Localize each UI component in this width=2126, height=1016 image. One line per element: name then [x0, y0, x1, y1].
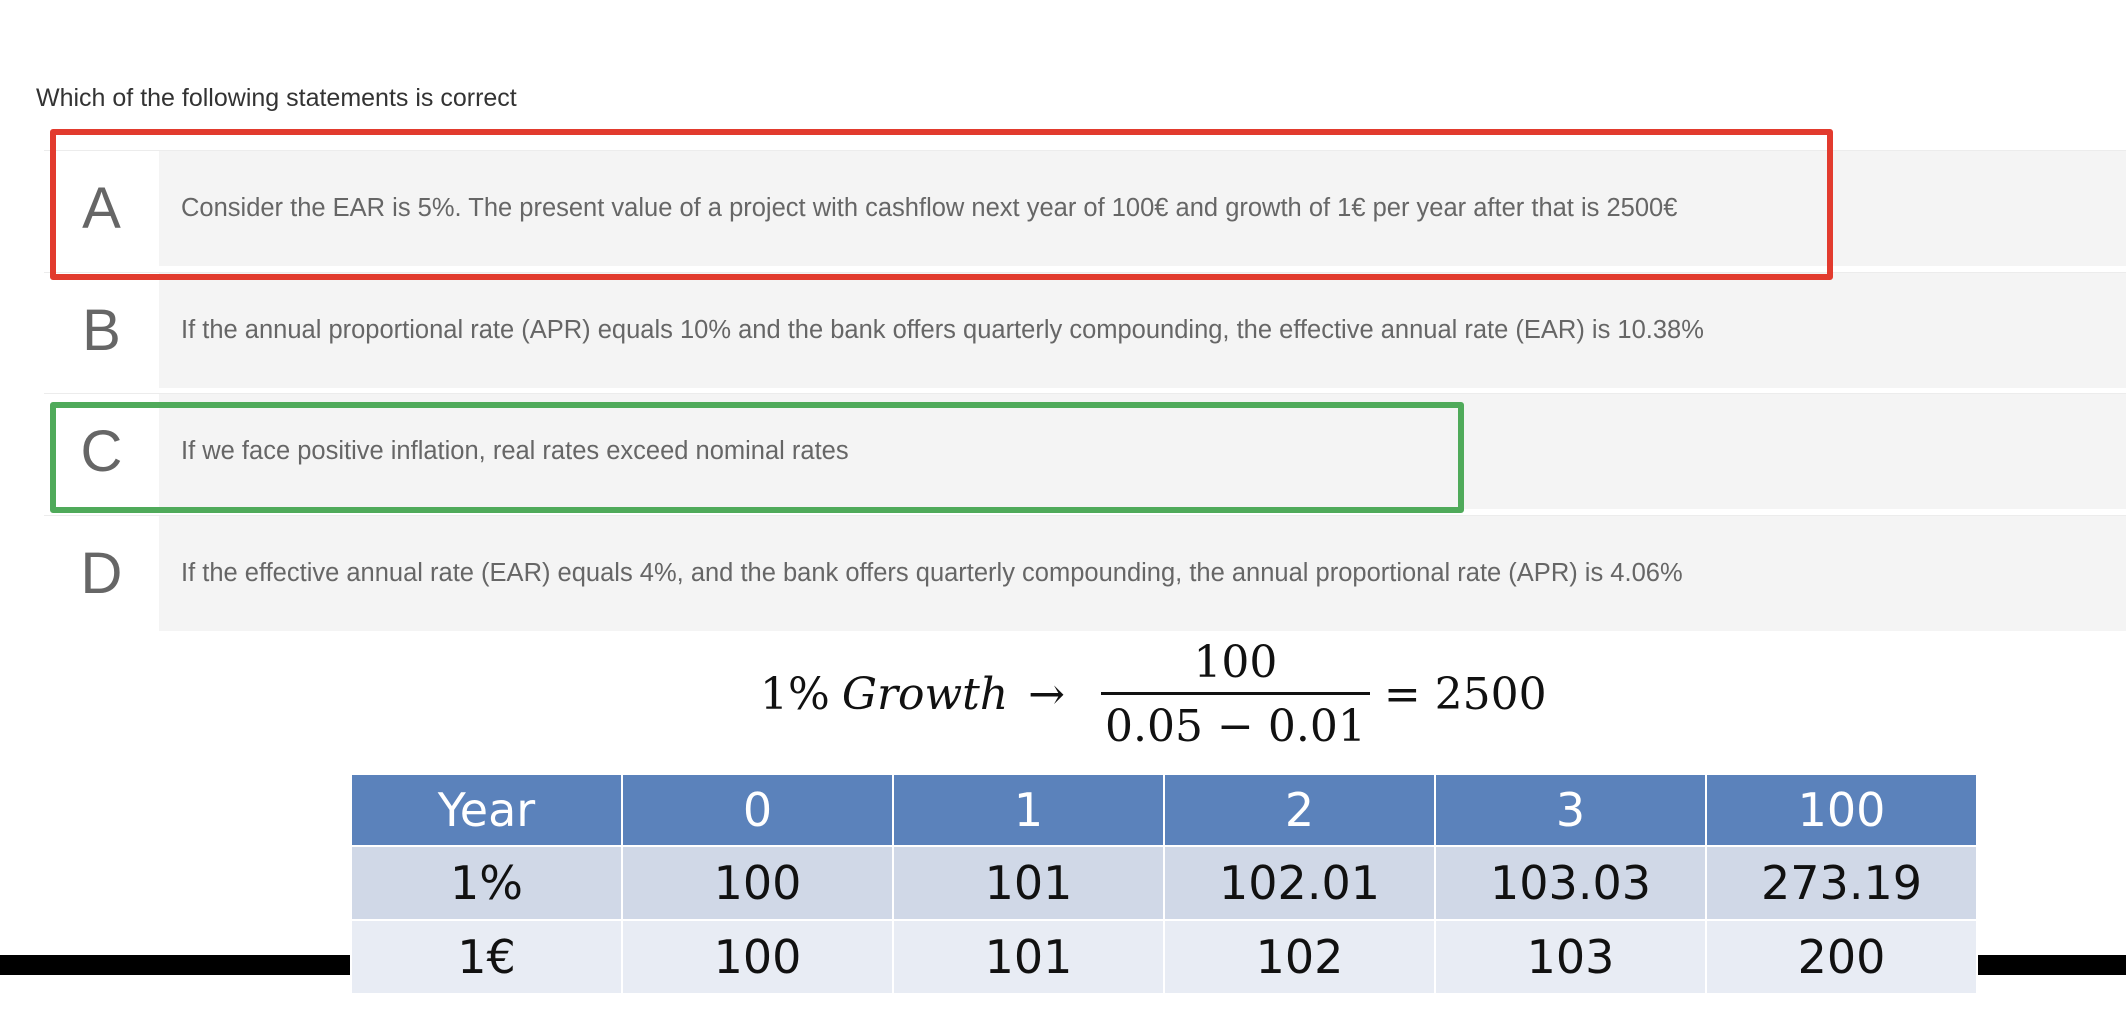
- table-cell: 101: [892, 845, 1165, 921]
- table-cell: 100: [621, 845, 894, 921]
- option-d-letter: D: [44, 516, 159, 631]
- option-a-letter: A: [44, 151, 159, 266]
- option-c[interactable]: C If we face positive inflation, real ra…: [44, 393, 2126, 509]
- option-b-letter: B: [44, 273, 159, 388]
- header-col: 2: [1163, 773, 1436, 847]
- option-b[interactable]: B If the annual proportional rate (APR) …: [44, 272, 2126, 388]
- fraction-bar: [1101, 691, 1370, 695]
- header-col: 1: [892, 773, 1165, 847]
- table-cell: 101: [892, 919, 1165, 995]
- growth-formula: 1% Growth → 100 0.05 − 0.01 = 2500: [760, 634, 1547, 754]
- option-c-letter: C: [44, 394, 159, 509]
- table-cell: 102: [1163, 919, 1436, 995]
- table-cell: 100: [621, 919, 894, 995]
- option-d[interactable]: D If the effective annual rate (EAR) equ…: [44, 515, 2126, 631]
- option-a[interactable]: A Consider the EAR is 5%. The present va…: [44, 150, 2126, 266]
- table-row: 1% 100 101 102.01 103.03 273.19: [350, 845, 1978, 921]
- table-cell: 1€: [350, 919, 623, 995]
- table-cell: 103.03: [1434, 845, 1707, 921]
- table-cell: 102.01: [1163, 845, 1436, 921]
- formula-word: Growth: [841, 668, 1009, 720]
- table-row: 1€ 100 101 102 103 200: [350, 919, 1978, 995]
- header-year: Year: [350, 773, 623, 847]
- table-cell: 1%: [350, 845, 623, 921]
- option-a-text: Consider the EAR is 5%. The present valu…: [159, 151, 2126, 266]
- option-b-text: If the annual proportional rate (APR) eq…: [159, 273, 2126, 388]
- formula-arrow: →: [1028, 668, 1066, 720]
- formula-fraction: 100 0.05 − 0.01: [1101, 637, 1370, 752]
- question-text: Which of the following statements is cor…: [36, 84, 517, 112]
- header-col: 0: [621, 773, 894, 847]
- formula-denominator: 0.05 − 0.01: [1105, 700, 1366, 752]
- header-col: 3: [1434, 773, 1707, 847]
- formula-result: = 2500: [1383, 668, 1547, 720]
- option-c-text: If we face positive inflation, real rate…: [159, 394, 2126, 509]
- formula-numerator: 100: [1193, 636, 1278, 688]
- header-col: 100: [1705, 773, 1978, 847]
- option-d-text: If the effective annual rate (EAR) equal…: [159, 516, 2126, 631]
- table-cell: 103: [1434, 919, 1707, 995]
- table-cell: 273.19: [1705, 845, 1978, 921]
- table-header-row: Year 0 1 2 3 100: [350, 773, 1978, 847]
- formula-prefix: 1%: [760, 668, 830, 720]
- growth-comparison-table: Year 0 1 2 3 100 1% 100 101 102.01 103.0…: [350, 773, 1978, 995]
- table-cell: 200: [1705, 919, 1978, 995]
